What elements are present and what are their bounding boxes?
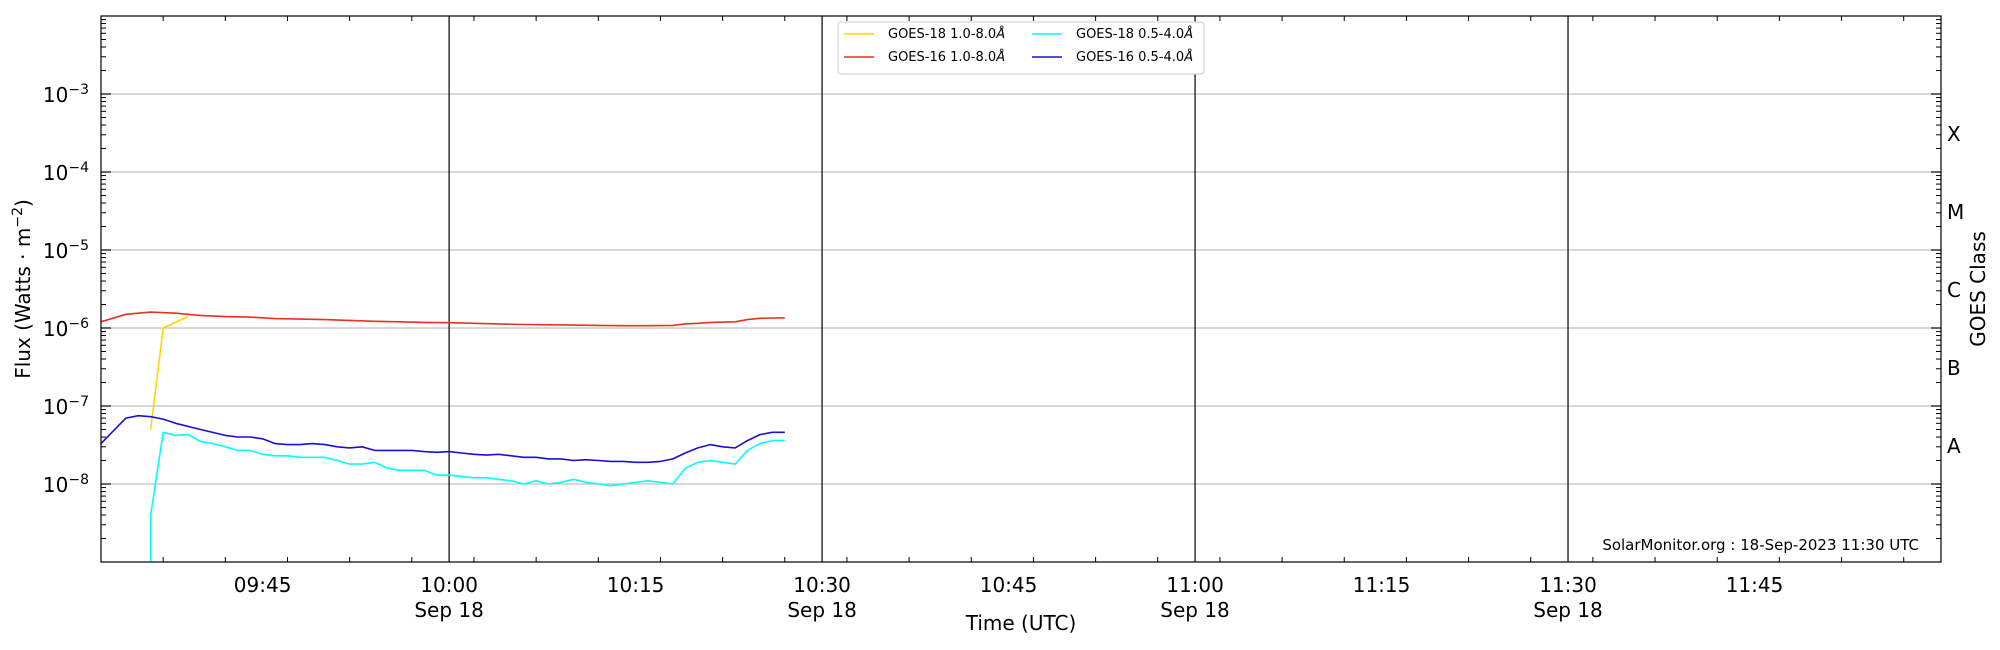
credit-text: SolarMonitor.org : 18-Sep-2023 11:30 UTC [1602,536,1919,554]
series-lines [100,311,785,562]
y-tick-labels: 10−810−710−610−510−410−3 [43,82,89,497]
legend-box [837,21,1205,75]
x-tick-date-label: Sep 18 [1533,598,1603,622]
y-tick-exponent: −3 [68,82,89,98]
y-axis-title: Flux (Watts · m−2) [10,199,35,379]
x-axis-title: Time (UTC) [965,611,1077,635]
goes-class-labels: A B C M X [1947,122,1964,458]
y-tick-label: 10−3 [43,82,89,107]
goes-class-label: A [1947,434,1961,458]
x-tick-date-label: Sep 18 [1160,598,1230,622]
series-line-0 [149,315,189,430]
plot-frame [100,15,1942,563]
y-tick-label: 10−5 [43,238,89,263]
axis-ticks [101,16,1941,562]
legend-label: GOES-16 1.0-8.0Å [888,49,1005,65]
y-tick-base: 10 [43,83,68,107]
y-axis-title-base: Flux (Watts · m [11,228,35,379]
y-tick-base: 10 [43,473,68,497]
legend-series-unit: Å [995,26,1005,42]
legend-series-name: GOES-18 1.0-8.0 [888,27,996,42]
x-tick-label: 10:30 [793,573,851,597]
y-tick-exponent: −7 [68,394,89,410]
legend-series-unit: Å [1183,49,1193,65]
y-tick-exponent: −5 [68,238,89,254]
y-tick-base: 10 [43,239,68,263]
y-tick-exponent: −6 [68,316,89,332]
date-marker-lines [448,16,1569,562]
legend-label: GOES-16 0.5-4.0Å [1076,49,1193,65]
x-tick-date-label: Sep 18 [414,598,484,622]
y-tick-base: 10 [43,161,68,185]
x-tick-label: 10:45 [980,573,1038,597]
x-tick-label: 10:15 [607,573,665,597]
legend-label: GOES-18 1.0-8.0Å [888,26,1005,42]
x-tick-label: 11:45 [1726,573,1784,597]
x-tick-label: 11:00 [1166,573,1224,597]
x-tick-label: 10:00 [420,573,478,597]
y-tick-base: 10 [43,395,68,419]
legend-label: GOES-18 0.5-4.0Å [1076,26,1193,42]
y-tick-base: 10 [43,317,68,341]
legend-series-name: GOES-18 0.5-4.0 [1076,27,1184,42]
legend-series-name: GOES-16 1.0-8.0 [888,50,996,65]
y-tick-label: 10−4 [43,160,89,185]
x-tick-label: 11:30 [1539,573,1597,597]
y-tick-label: 10−6 [43,316,89,341]
x-tick-date-label: Sep 18 [787,598,857,622]
y-axis-title-close: ) [11,199,35,207]
grid-lines [101,93,1941,485]
y-tick-label: 10−8 [43,472,89,497]
series-line-3 [100,414,785,464]
x-tick-label: 11:15 [1353,573,1411,597]
series-line-2 [100,311,785,327]
y-tick-label: 10−7 [43,394,89,419]
goes-class-axis-title: GOES Class [1966,231,1990,347]
x-tick-label: 09:45 [234,573,292,597]
goes-class-label: C [1947,278,1961,302]
legend-series-unit: Å [995,49,1005,65]
goes-class-label: B [1947,356,1961,380]
series-line-1 [149,431,785,562]
y-tick-exponent: −4 [68,160,89,176]
legend-series-unit: Å [1183,26,1193,42]
goes-class-label: X [1947,122,1961,146]
goes-class-label: M [1947,200,1964,224]
legend-series-name: GOES-16 0.5-4.0 [1076,50,1184,65]
y-axis-title-exponent: −2 [10,207,26,228]
y-tick-exponent: −8 [68,472,89,488]
